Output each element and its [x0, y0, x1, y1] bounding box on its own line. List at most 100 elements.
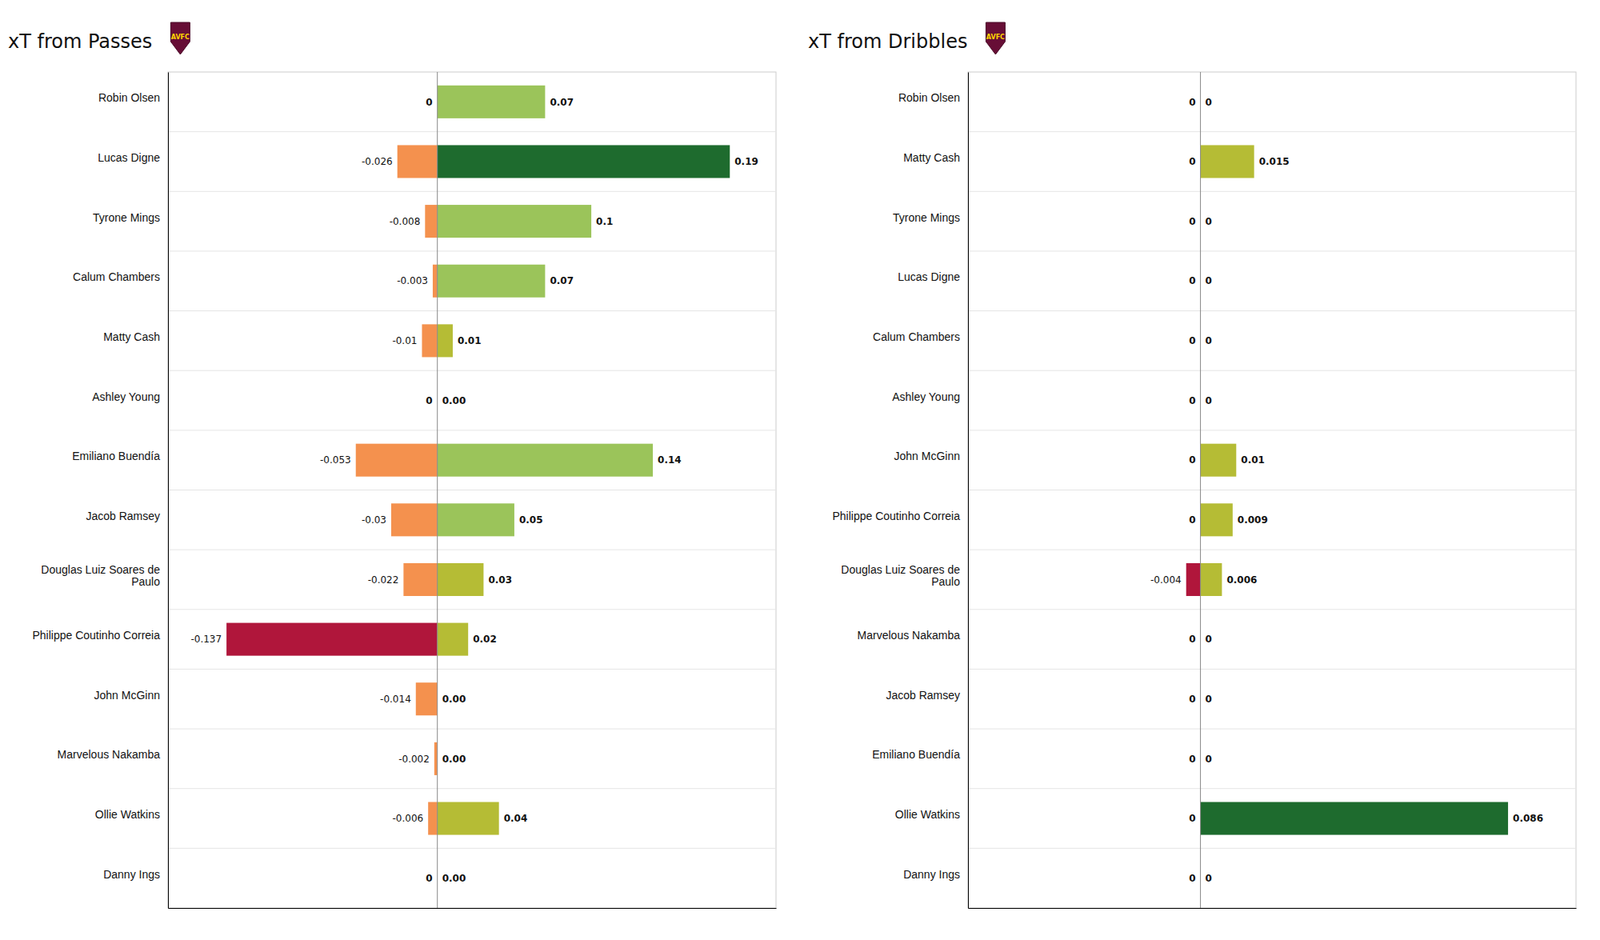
- bar: [1200, 444, 1237, 477]
- data-label: 0: [1188, 335, 1196, 347]
- bar: [424, 204, 437, 238]
- category-label: Douglas Luiz Soares dePaulo: [40, 563, 160, 588]
- row-grid: [168, 132, 776, 849]
- category-label: Robin Olsen: [98, 91, 160, 104]
- category-label: Emiliano Buendía: [872, 748, 960, 761]
- row-separator: [168, 191, 776, 192]
- crest-shield: [170, 22, 190, 55]
- bar: [437, 802, 500, 836]
- category-label: Matty Cash: [903, 151, 960, 164]
- category-label-line: Ashley Young: [892, 390, 960, 404]
- row-separator: [968, 848, 1576, 849]
- y-tick: John McGinn: [894, 449, 968, 463]
- y-tick: Ollie Watkins: [895, 808, 968, 821]
- bar: [437, 324, 453, 357]
- category-label: Robin Olsen: [898, 91, 960, 104]
- row-grid: [968, 132, 1576, 849]
- x-axis: [168, 908, 777, 909]
- panel: Robin OlsenLucas DigneTyrone MingsCalum …: [8, 22, 777, 909]
- data-label: -0.002: [398, 753, 430, 765]
- data-label: 0: [1205, 693, 1212, 705]
- y-tick: Lucas Digne: [897, 270, 968, 284]
- row-separator: [968, 429, 1576, 431]
- bar: [421, 324, 437, 357]
- bar: [437, 144, 731, 178]
- data-label: 0.00: [442, 395, 467, 407]
- data-labels: 00000000-0.0040000000.01500000.010.0090.…: [1150, 96, 1544, 884]
- category-label-line: Lucas Digne: [897, 270, 960, 284]
- data-label: 0.04: [504, 812, 528, 824]
- panel: Robin Olsen Matty Cash Tyrone Mings Lucas D…: [808, 22, 1577, 909]
- y-tick: Douglas Luiz Soares dePaulo: [840, 563, 968, 588]
- crest: AVFC: [170, 22, 190, 55]
- data-label: -0.004: [1150, 574, 1182, 586]
- category-label-line: Paulo: [131, 575, 160, 588]
- category-label-line: Marvelous Nakamba: [857, 628, 961, 642]
- row-separator: [168, 549, 776, 551]
- data-label: 0.086: [1512, 812, 1544, 824]
- y-axis: Robin Olsen Matty Cash Tyrone Mings Lucas D…: [832, 72, 968, 909]
- y-axis-line: [168, 72, 169, 909]
- y-tick: Marvelous Nakamba: [857, 628, 968, 642]
- bar: [437, 264, 546, 298]
- category-label-line: Ollie Watkins: [895, 808, 960, 821]
- row-separator: [168, 370, 776, 372]
- row-separator: [168, 131, 776, 132]
- data-label: 0: [1205, 335, 1212, 347]
- row-separator: [968, 310, 1576, 312]
- data-label: 0: [425, 872, 432, 884]
- y-tick: Matty Cash: [103, 330, 168, 344]
- category-label: Danny Ings: [103, 868, 160, 881]
- category-label: Matty Cash: [103, 330, 160, 344]
- y-tick: Ashley Young: [892, 390, 968, 404]
- y-tick: John McGinn: [94, 688, 168, 702]
- zero-line: [436, 72, 438, 908]
- y-tick: Lucas Digne: [97, 151, 168, 164]
- data-label: 0.015: [1259, 156, 1290, 168]
- row-separator: [168, 250, 776, 252]
- data-label: 0: [1205, 96, 1212, 108]
- crest: AVFC: [985, 22, 1005, 55]
- category-label-line: Robin Olsen: [98, 91, 160, 104]
- data-label: -0.053: [320, 454, 352, 466]
- data-label: -0.137: [190, 633, 222, 645]
- row-separator: [968, 608, 1576, 610]
- data-label: -0.026: [361, 156, 393, 168]
- bar: [434, 742, 438, 776]
- category-label-line: Danny Ings: [903, 868, 960, 881]
- data-label: 0.00: [442, 753, 467, 765]
- y-tick: Tyrone Mings: [92, 211, 168, 224]
- category-label: Danny Ings: [903, 868, 960, 881]
- x-axis: [968, 908, 1577, 909]
- data-label: 0.19: [734, 156, 759, 168]
- category-label-line: Robin Olsen: [898, 91, 960, 104]
- data-label: 0.009: [1237, 514, 1268, 526]
- bar: [1200, 503, 1233, 536]
- y-tick: Danny Ings: [903, 868, 968, 881]
- bar: [356, 444, 438, 477]
- y-tick: Danny Ings: [103, 868, 168, 881]
- category-label-line: Jacob Ramsey: [85, 509, 160, 523]
- row-separator: [968, 489, 1576, 491]
- data-label: 0: [1205, 216, 1212, 228]
- category-label: John McGinn: [94, 688, 160, 702]
- x-axis-line: [968, 908, 1577, 909]
- bars: [226, 85, 730, 836]
- category-label: Calum Chambers: [872, 330, 960, 344]
- bar: [391, 503, 438, 536]
- category-label-line: Marvelous Nakamba: [57, 748, 161, 761]
- row-separator: [968, 191, 1576, 192]
- data-label: -0.006: [392, 812, 424, 824]
- data-label: 0.1: [596, 216, 613, 228]
- row-separator: [168, 668, 776, 670]
- bar: [437, 444, 653, 477]
- category-label-line: Calum Chambers: [872, 330, 960, 344]
- row-separator: [968, 549, 1576, 551]
- data-label: -0.03: [361, 514, 387, 526]
- category-label-line: Douglas Luiz Soares de: [840, 563, 960, 576]
- row-separator: [968, 250, 1576, 252]
- category-label-line: Emiliano Buendía: [72, 449, 160, 463]
- data-label: 0.006: [1226, 574, 1257, 586]
- y-tick: Tyrone Mings: [892, 211, 968, 224]
- data-label: 0: [1188, 633, 1196, 645]
